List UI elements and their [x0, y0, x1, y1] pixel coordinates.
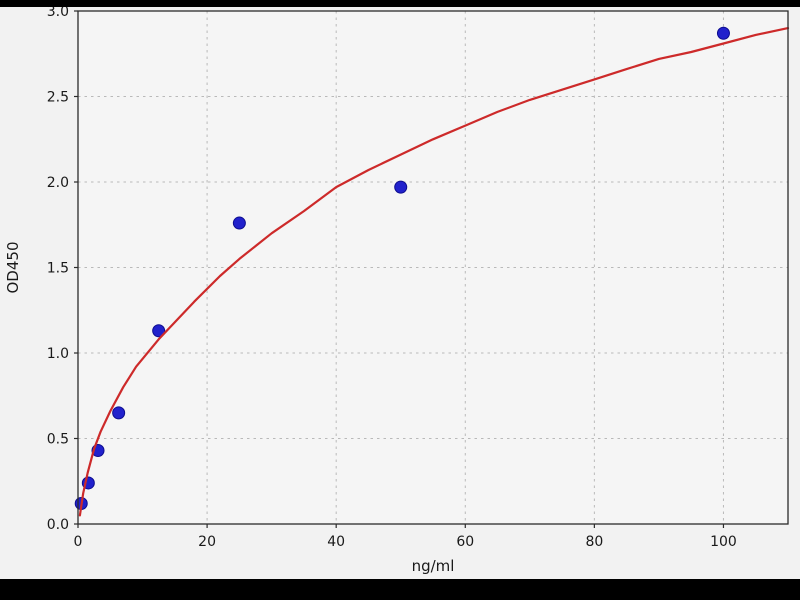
y-tick-label: 1.5: [47, 261, 69, 277]
y-tick-label: 0.5: [47, 432, 69, 448]
data-point: [716, 26, 730, 40]
letterbox-bottom: [0, 579, 800, 600]
x-tick-label: 60: [456, 534, 474, 550]
x-tick-label: 20: [198, 534, 216, 550]
x-tick-label: 80: [585, 534, 603, 550]
figure-area: 0 20 40 60 80 100 0.0 0.5 1.0 1.5 2.0 2.5 3.0 ng/ml OD…: [0, 4, 800, 579]
data-point: [394, 180, 408, 194]
y-tick-label: 2.0: [47, 175, 69, 191]
x-tick-label: 40: [327, 534, 345, 550]
fit-curve: [78, 27, 790, 517]
y-tick-label: 0.0: [47, 517, 69, 533]
data-point: [112, 406, 126, 420]
letterbox-top: [0, 0, 800, 7]
standard-curve-chart: 0 20 40 60 80 100 0.0 0.5 1.0 1.5 2.0 2.5 3.0 ng/ml OD…: [4, 4, 790, 575]
data-point: [232, 216, 246, 230]
y-axis-label: OD450: [4, 242, 22, 294]
x-axis-label: ng/ml: [412, 557, 455, 575]
y-tick-label: 3.0: [47, 7, 69, 20]
x-tick-label: 100: [710, 534, 737, 550]
data-point: [152, 324, 166, 338]
y-tick-label: 2.5: [47, 90, 69, 106]
x-tick-label: 0: [74, 534, 83, 550]
y-tick-label: 1.0: [47, 346, 69, 362]
